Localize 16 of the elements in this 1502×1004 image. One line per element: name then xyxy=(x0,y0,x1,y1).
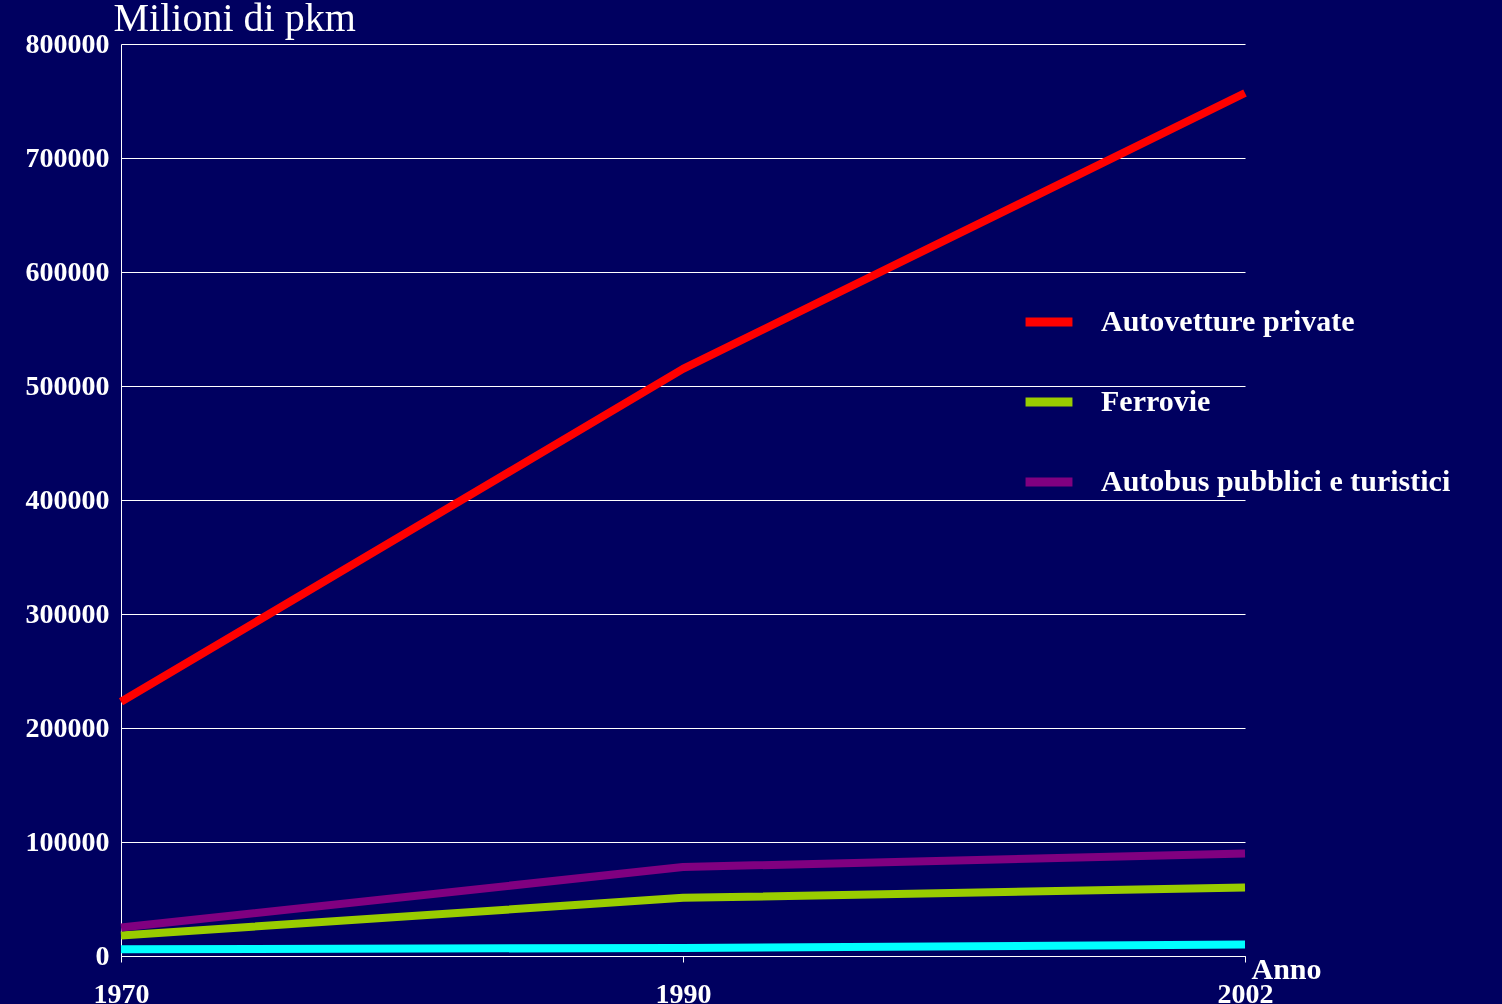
y-tick-label: 100000 xyxy=(25,825,110,857)
y-tick-label: 200000 xyxy=(25,711,110,743)
y-tick-label: 400000 xyxy=(25,483,110,515)
legend-label: Autobus pubblici e turistici xyxy=(1101,464,1451,497)
y-tick-label: 300000 xyxy=(25,597,110,629)
y-tick-label: 600000 xyxy=(25,255,110,287)
x-tick-label: 1990 xyxy=(655,977,712,1004)
y-axis-title: Milioni di pkm xyxy=(113,0,356,40)
y-tick-label: 700000 xyxy=(25,141,110,173)
y-tick-label: 800000 xyxy=(25,27,110,59)
x-tick-label: 1970 xyxy=(93,977,150,1004)
x-axis-title: Anno xyxy=(1251,951,1322,985)
y-tick-label: 500000 xyxy=(25,369,110,401)
legend-label: Autovetture private xyxy=(1101,304,1355,337)
y-tick-label: 0 xyxy=(95,939,110,971)
legend-label: Ferrovie xyxy=(1101,384,1211,417)
